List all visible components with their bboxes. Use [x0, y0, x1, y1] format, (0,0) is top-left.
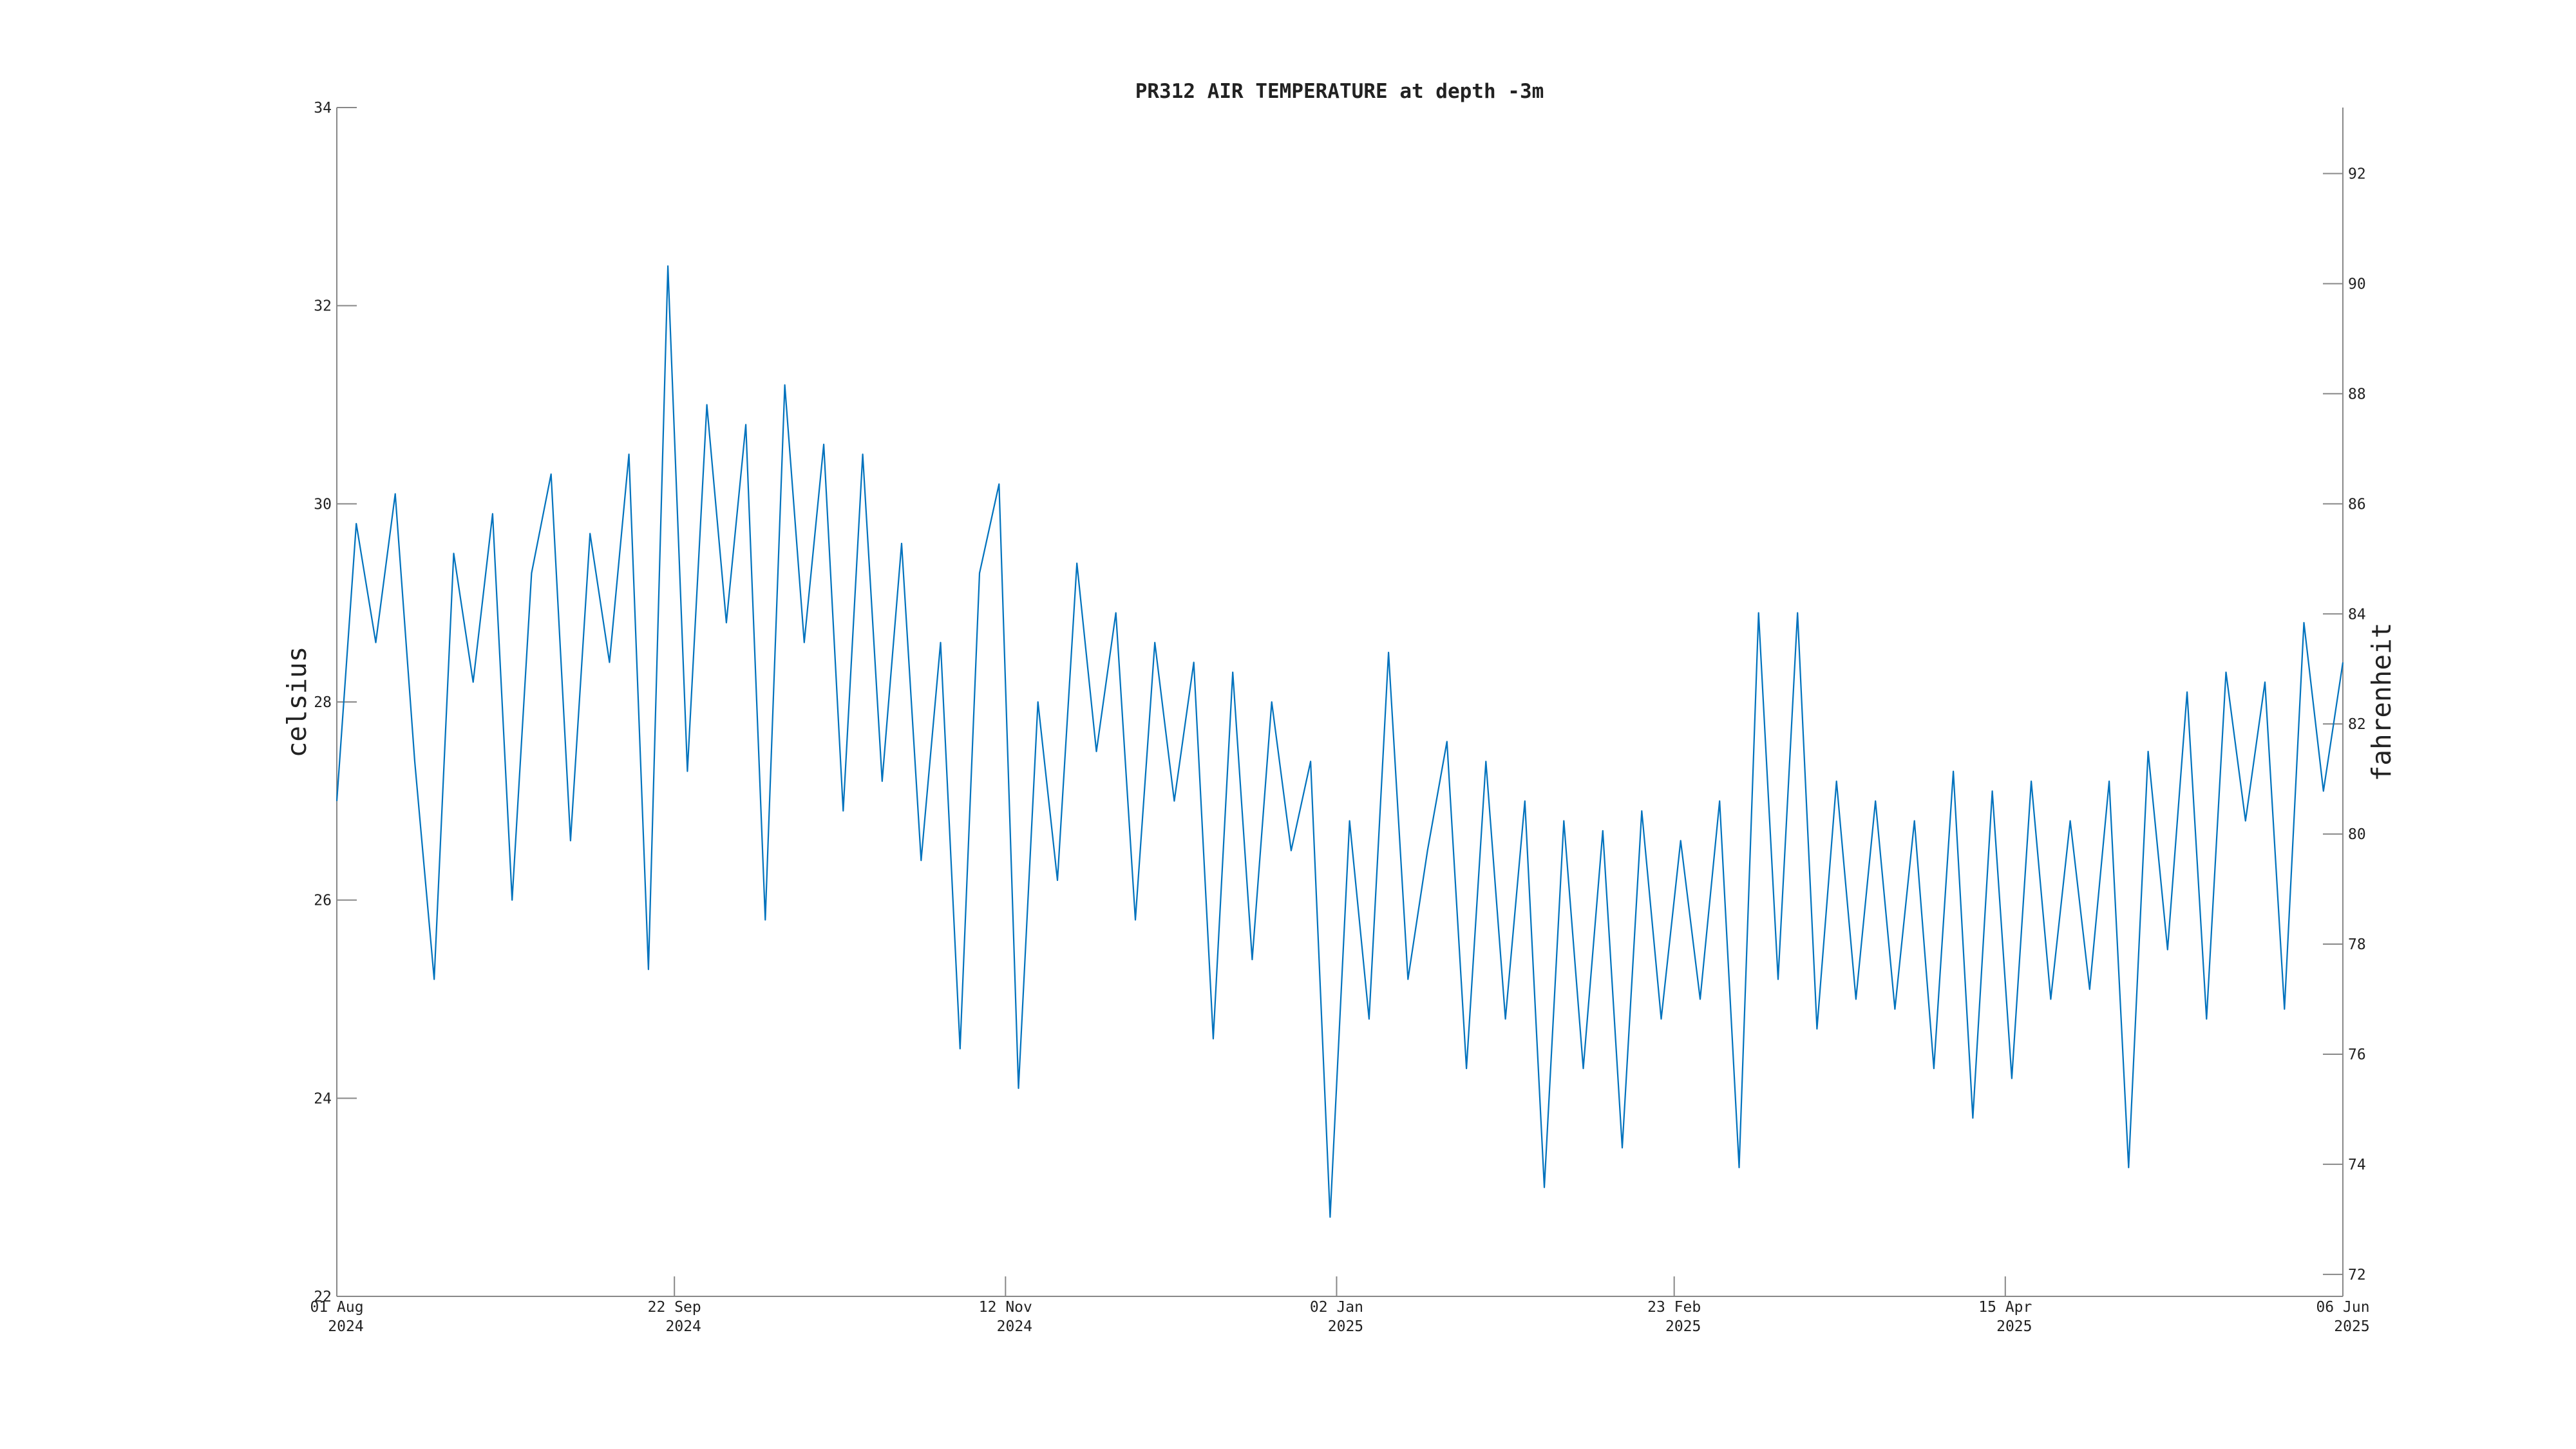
x-tick-label: 12 Nov 2024 [979, 1299, 1032, 1335]
y-tick-label: 30 [314, 496, 332, 513]
x-tick-label-line: 02 Jan [1310, 1299, 1363, 1316]
y2-axis-label: fahrenheit [2366, 623, 2397, 782]
x-tick-label-line: 2024 [328, 1318, 363, 1335]
x-tick-label: 23 Feb 2025 [1647, 1299, 1701, 1335]
y2-tick-label: 78 [2348, 936, 2366, 953]
x-tick-label-line: 2024 [997, 1318, 1032, 1335]
y2-tick-label: 88 [2348, 386, 2366, 402]
y2-tick-label: 80 [2348, 826, 2366, 843]
y2-tick-label: 92 [2348, 166, 2366, 183]
x-tick-label-line: 2025 [1996, 1318, 2032, 1335]
x-tick-label-line: 22 Sep [648, 1299, 701, 1316]
x-tick-label: 06 Jun 2025 [2316, 1299, 2369, 1335]
y2-tick-label: 76 [2348, 1046, 2366, 1063]
y-tick-label: 34 [314, 100, 332, 117]
y2-tick-label: 72 [2348, 1267, 2366, 1283]
x-tick-label-line: 23 Feb [1647, 1299, 1701, 1316]
x-tick-label-line: 01 Aug [310, 1299, 363, 1316]
y-tick-label: 26 [314, 893, 332, 909]
y-axis-label: celsius [281, 647, 312, 758]
x-tick-label: 02 Jan 2025 [1310, 1299, 1363, 1335]
y2-tick-label: 74 [2348, 1157, 2366, 1173]
x-tick-label-line: 2025 [1665, 1318, 1701, 1335]
x-tick-label-line: 15 Apr [1978, 1299, 2032, 1316]
x-tick-label: 15 Apr 2025 [1978, 1299, 2032, 1335]
x-tick-label-line: 12 Nov [979, 1299, 1032, 1316]
chart-title: PR312 AIR TEMPERATURE at depth -3m [1135, 80, 1544, 103]
data-line [336, 265, 2344, 1218]
x-tick-label-line: 2025 [1328, 1318, 1363, 1335]
y-tick-label: 32 [314, 298, 332, 315]
y-tick-label: 28 [314, 694, 332, 711]
x-tick-label-line: 2024 [666, 1318, 701, 1335]
x-tick-label: 01 Aug 2024 [310, 1299, 363, 1335]
y-tick-label: 22 [314, 1289, 332, 1305]
x-tick-label-line: 06 Jun [2316, 1299, 2369, 1316]
y-tick-label: 24 [314, 1090, 332, 1107]
y2-tick-label: 90 [2348, 276, 2366, 292]
y2-tick-label: 86 [2348, 496, 2366, 513]
x-tick-label: 22 Sep 2024 [648, 1299, 701, 1335]
y2-tick-label: 82 [2348, 716, 2366, 733]
y2-tick-label: 84 [2348, 606, 2366, 623]
x-tick-label-line: 2025 [2334, 1318, 2369, 1335]
